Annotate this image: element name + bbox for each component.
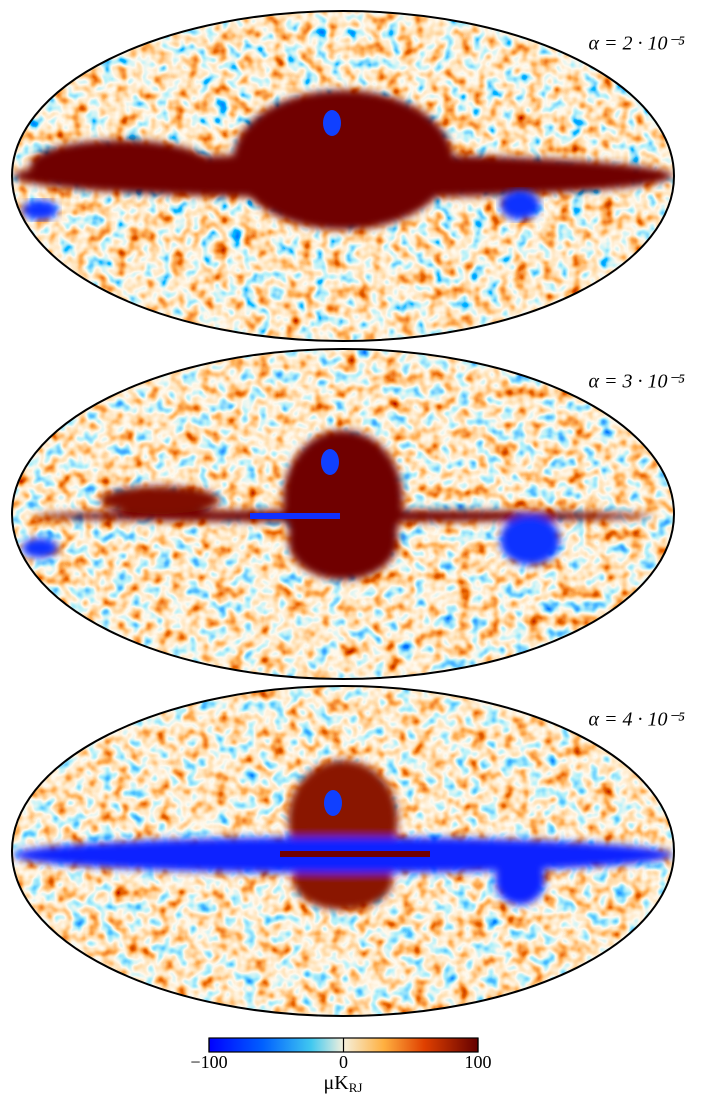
panel-label: α = 2 · 10⁻⁵ bbox=[588, 33, 685, 55]
colorbar-tick-label: −100 bbox=[190, 1052, 227, 1072]
map-outline bbox=[11, 348, 675, 680]
unit: μK bbox=[324, 1072, 350, 1094]
unit-subscript: RJ bbox=[349, 1080, 363, 1095]
sky-map bbox=[12, 686, 674, 1016]
panel-label: α = 4 · 10⁻⁵ bbox=[588, 709, 685, 731]
colorbar-label: μKRJ bbox=[324, 1072, 363, 1095]
panel-label: α = 3 · 10⁻⁵ bbox=[588, 371, 685, 393]
colorbar-tick-label: 0 bbox=[339, 1052, 348, 1072]
sky-map bbox=[12, 349, 674, 679]
map-outline bbox=[11, 685, 675, 1017]
map-outline bbox=[11, 10, 675, 342]
colorbar-tick-label: 100 bbox=[465, 1052, 492, 1072]
sky-map bbox=[12, 11, 674, 341]
